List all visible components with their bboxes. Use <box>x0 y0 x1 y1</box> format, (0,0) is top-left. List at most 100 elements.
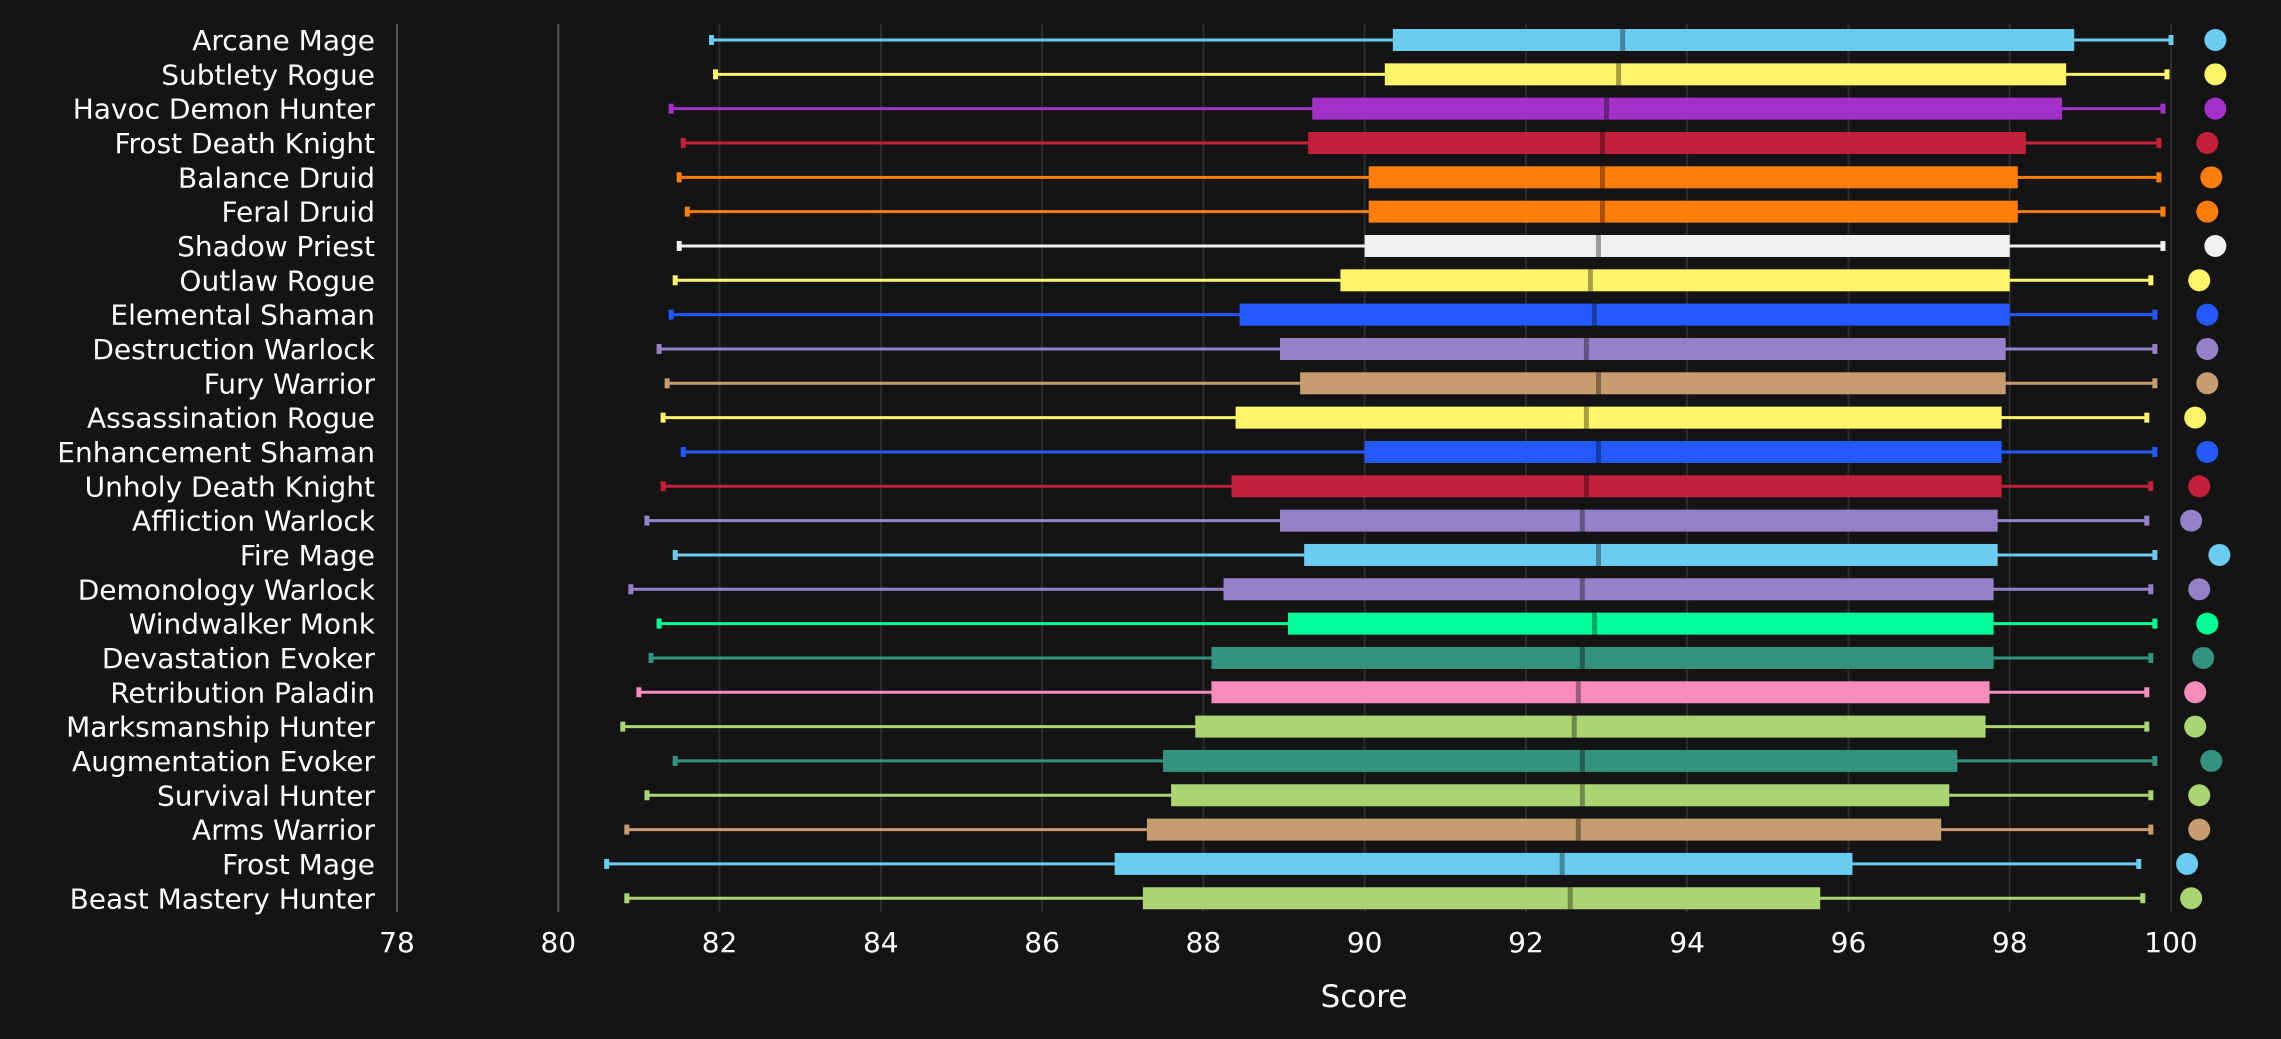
whisker-cap-max <box>2136 858 2142 869</box>
box-row <box>624 818 2211 841</box>
whisker-cap-min <box>664 378 670 389</box>
box-row <box>672 543 2231 566</box>
category-label: Outlaw Rogue <box>179 264 375 297</box>
iqr-box <box>1364 440 2002 463</box>
iqr-box <box>1142 887 1821 910</box>
whisker-cap-min <box>604 858 610 869</box>
iqr-box <box>1368 200 2018 223</box>
whisker-cap-max <box>2148 652 2154 663</box>
median-marker <box>1579 509 1585 532</box>
iqr-box <box>1368 166 2018 189</box>
box-layer <box>604 29 2231 910</box>
box-row <box>636 681 2207 704</box>
iqr-box <box>1300 372 2006 395</box>
category-label: Elemental Shaman <box>110 299 375 332</box>
class-dot <box>2188 475 2211 498</box>
median-marker <box>1595 372 1601 395</box>
whisker-cap-max <box>2152 446 2158 457</box>
class-dot <box>2196 337 2219 360</box>
whisker-cap-min <box>668 309 674 320</box>
whisker-cap-max <box>2144 412 2150 423</box>
whisker-cap-max <box>2144 687 2150 698</box>
iqr-box <box>1312 97 2063 120</box>
whisker-cap-min <box>684 206 690 217</box>
class-dot <box>2192 646 2215 669</box>
iqr-box <box>1340 269 2010 292</box>
x-axis-title: Score <box>1321 979 1408 1015</box>
box-row <box>680 440 2219 463</box>
iqr-box <box>1114 852 1853 875</box>
whisker-cap-max <box>2160 103 2166 114</box>
category-label: Fire Mage <box>240 539 375 572</box>
class-dot <box>2200 166 2223 189</box>
median-marker <box>1600 200 1606 223</box>
median-marker <box>1575 681 1581 704</box>
whisker-cap-max <box>2152 549 2158 560</box>
class-dot <box>2196 131 2219 154</box>
whisker-cap-max <box>2152 755 2158 766</box>
category-label: Subtlety Rogue <box>161 58 375 91</box>
category-label: Augmentation Evoker <box>72 745 375 778</box>
category-label: Frost Mage <box>222 848 375 881</box>
category-label: Shadow Priest <box>177 230 375 263</box>
category-label: Arcane Mage <box>192 24 375 57</box>
whisker-cap-max <box>2152 343 2158 354</box>
class-dot <box>2196 200 2219 223</box>
class-dot <box>2208 543 2231 566</box>
median-marker <box>1587 269 1593 292</box>
category-label: Demonology Warlock <box>78 573 376 606</box>
category-label: Frost Death Knight <box>114 127 375 160</box>
whisker-cap-max <box>2148 584 2154 595</box>
class-dot <box>2184 406 2207 429</box>
box-row <box>684 200 2219 223</box>
whisker-cap-min <box>656 343 662 354</box>
class-dot <box>2204 97 2227 120</box>
median-marker <box>1559 852 1565 875</box>
iqr-box <box>1279 509 1998 532</box>
median-marker <box>1591 612 1597 635</box>
box-row <box>668 303 2219 326</box>
iqr-box <box>1171 784 1950 807</box>
class-dot <box>2184 715 2207 738</box>
whisker-cap-min <box>660 481 666 492</box>
iqr-box <box>1211 646 1994 669</box>
box-row <box>644 784 2211 807</box>
iqr-box <box>1304 543 1998 566</box>
iqr-box <box>1288 612 1994 635</box>
class-dot <box>2188 578 2211 601</box>
category-label: Assassination Rogue <box>87 402 375 435</box>
class-dot <box>2204 63 2227 86</box>
whisker-cap-max <box>2152 618 2158 629</box>
whisker-cap-min <box>680 446 686 457</box>
whisker-cap-min <box>628 584 634 595</box>
box-row <box>660 475 2211 498</box>
box-row <box>648 646 2215 669</box>
iqr-box <box>1239 303 2010 326</box>
category-label: Arms Warrior <box>192 814 375 847</box>
median-marker <box>1620 29 1626 51</box>
x-tick-label: 78 <box>379 926 415 959</box>
median-marker <box>1600 131 1606 154</box>
iqr-box <box>1364 234 2010 257</box>
median-marker <box>1600 166 1606 189</box>
median-marker <box>1583 337 1589 360</box>
whisker-cap-min <box>676 172 682 183</box>
box-row <box>676 234 2227 257</box>
whisker-cap-min <box>668 103 674 114</box>
box-row <box>664 372 2219 395</box>
class-dot <box>2200 749 2223 772</box>
x-tick-label: 80 <box>540 926 576 959</box>
whisker-cap-max <box>2148 824 2154 835</box>
category-label: Fury Warrior <box>204 367 376 400</box>
median-marker <box>1616 63 1622 86</box>
whisker-cap-max <box>2144 721 2150 732</box>
class-dot <box>2196 612 2219 635</box>
whisker-cap-min <box>672 275 678 286</box>
category-label: Retribution Paladin <box>110 676 375 709</box>
whisker-cap-max <box>2148 481 2154 492</box>
median-marker <box>1595 543 1601 566</box>
median-marker <box>1575 818 1581 841</box>
category-label: Destruction Warlock <box>92 333 375 366</box>
